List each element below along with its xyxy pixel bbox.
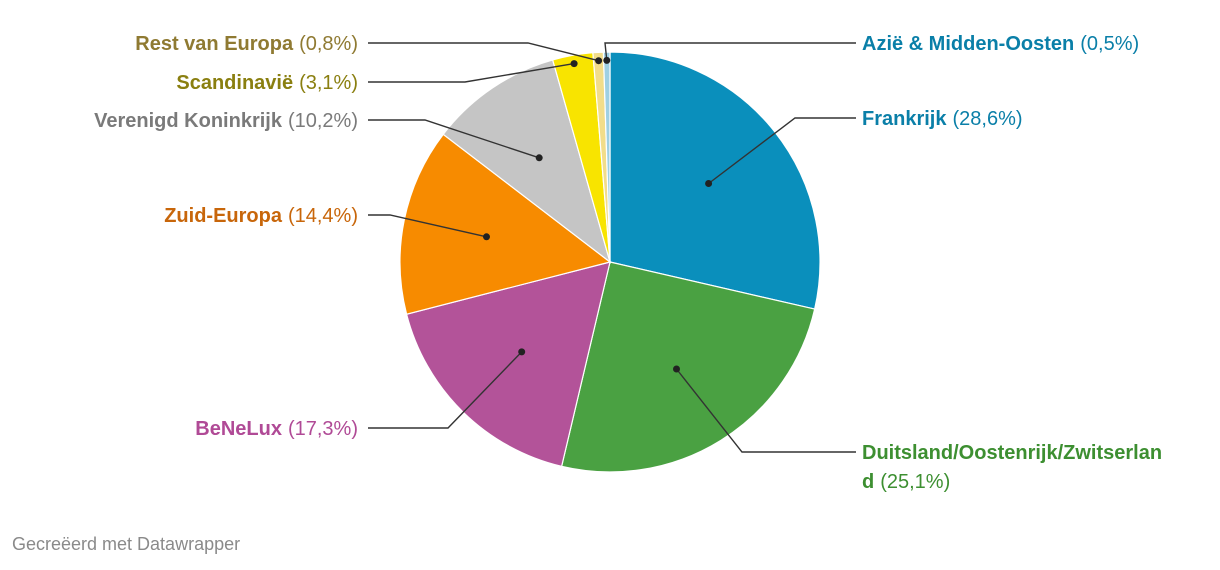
slice-label-duitsland-oostenrijk-zwitserland: Duitsland/Oostenrijk/Zwitserlan [862, 442, 1162, 464]
slice-label-zuid-europa: Zuid-Europa (14,4%) [164, 205, 358, 227]
leader-line-frankrijk [708, 117, 856, 185]
leader-dot-benelux [518, 348, 526, 356]
leader-line-duitsland-oostenrijk-zwitserland [675, 368, 856, 453]
leader-line-benelux [368, 351, 523, 429]
leader-dot-zuid-europa [483, 233, 490, 241]
leader-line-rest-van-europa [368, 42, 599, 62]
pie-slices [399, 51, 821, 473]
slice-label-verenigd-koninkrijk: Verenigd Koninkrijk (10,2%) [94, 110, 358, 132]
leader-dot-rest-van-europa [595, 57, 603, 65]
leader-line-zuid-europa [368, 214, 487, 238]
leader-line-azie-and-midden-oosten [604, 42, 856, 61]
pie-slice-frankrijk [609, 51, 821, 310]
leader-line-verenigd-koninkrijk [368, 119, 540, 159]
slice-label-benelux: BeNeLux (17,3%) [195, 418, 358, 440]
pie-slice-zuid-europa [399, 133, 612, 315]
slice-label-duitsland-oostenrijk-zwitserland-line2: d (25,1%) [862, 471, 950, 493]
leader-dot-frankrijk [705, 180, 713, 187]
footer-credit: Gecreëerd met Datawrapper [12, 534, 241, 554]
slice-label-rest-van-europa: Rest van Europa (0,8%) [135, 33, 358, 55]
pie-slice-duitsland-oostenrijk-zwitserland [560, 261, 816, 473]
slice-labels: Frankrijk (28,6%) Duitsland/Oostenrijk/Zwi… [94, 33, 1162, 493]
leader-dot-verenigd-koninkrijk [535, 154, 543, 162]
leader-dot-azie-and-midden-oosten [603, 56, 611, 64]
slice-label-frankrijk: Frankrijk (28,6%) [862, 108, 1023, 130]
leader-dot-duitsland-oostenrijk-zwitserland [673, 365, 680, 373]
leader-line-scandinavie [368, 62, 575, 83]
pie-slice-azie-and-midden-oosten [602, 51, 611, 263]
leader-lines [368, 42, 856, 453]
slice-label-azie-and-midden-oosten: Azië & Midden-Oosten (0,5%) [862, 33, 1139, 55]
slice-label-scandinavie: Scandinavië (3,1%) [176, 72, 358, 94]
pie-slice-verenigd-koninkrijk [442, 59, 612, 264]
leader-dot-scandinavie [570, 60, 578, 68]
